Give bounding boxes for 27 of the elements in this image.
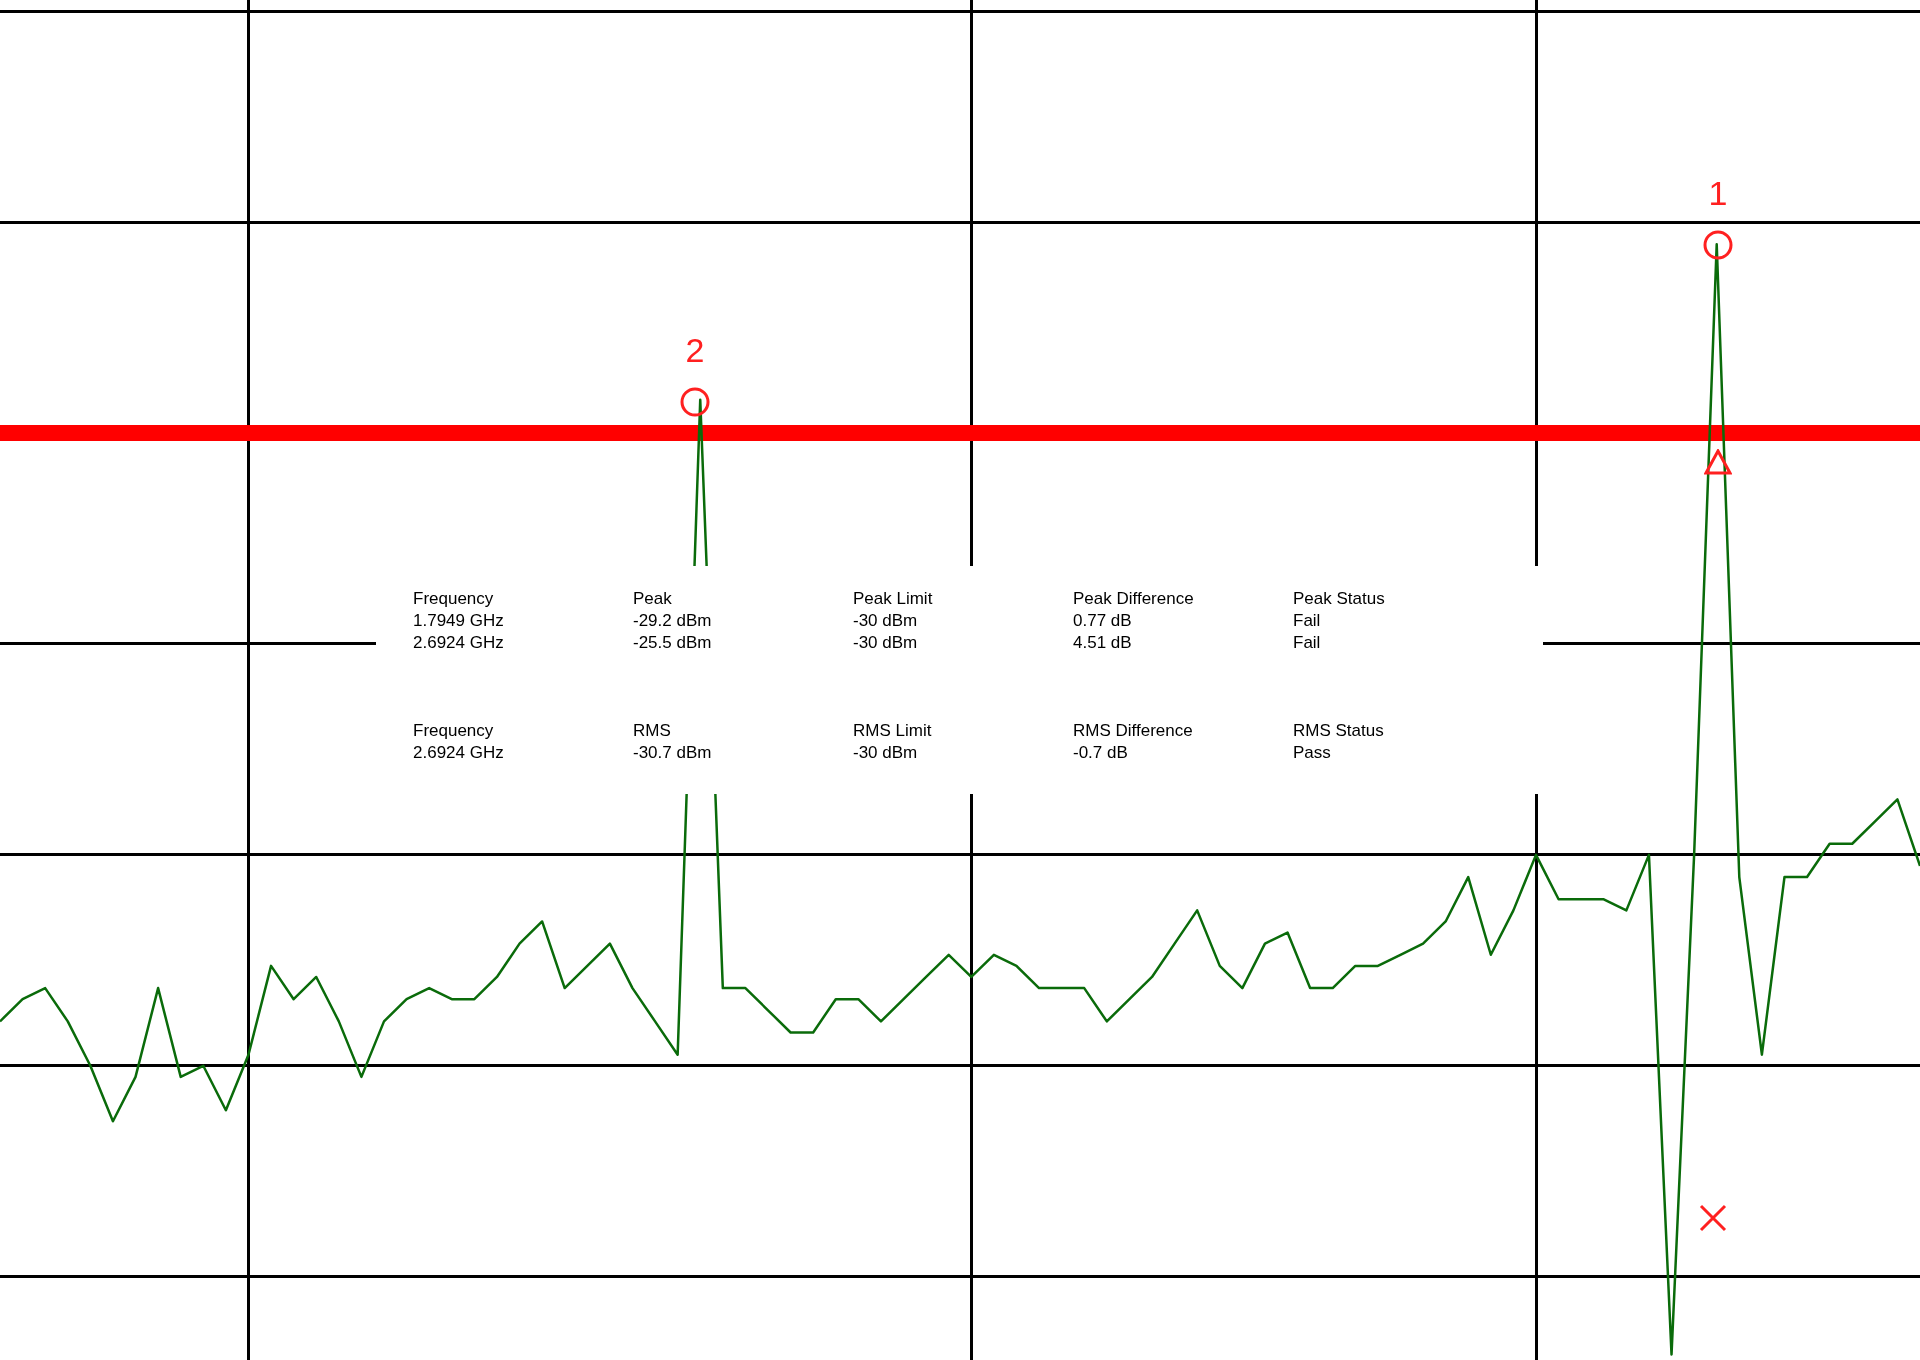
- annotation: Peak Difference: [1073, 588, 1194, 610]
- annotation: 2: [685, 331, 705, 369]
- annotation: -30 dBm: [853, 632, 918, 654]
- annotation: -0.7 dB: [1073, 742, 1128, 764]
- annotation: 2.6924 GHz: [413, 742, 504, 764]
- annotation: 0.77 dB: [1073, 610, 1132, 632]
- annotation: -30.7 dBm: [633, 742, 712, 764]
- annotation: RMS Status: [1293, 720, 1384, 742]
- annotation: Peak Status: [1293, 588, 1385, 610]
- annotation: 1.7949 GHz: [413, 610, 504, 632]
- annotation: RMS: [633, 720, 671, 742]
- annotation: Frequency: [413, 588, 494, 610]
- annotation: Peak: [633, 588, 672, 610]
- annotation: Frequency: [413, 720, 494, 742]
- annotation: -25.5 dBm: [633, 632, 712, 654]
- annotation: Fail: [1293, 632, 1321, 654]
- annotation: -30 dBm: [853, 610, 918, 632]
- annotation: -30 dBm: [853, 742, 918, 764]
- annotation: RMS Limit: [853, 720, 932, 742]
- annotation: 4.51 dB: [1073, 632, 1132, 654]
- annotation: -29.2 dBm: [633, 610, 712, 632]
- annotation: Peak Limit: [853, 588, 933, 610]
- annotation: RMS Difference: [1073, 720, 1193, 742]
- annotation: Fail: [1293, 610, 1321, 632]
- text: 1: [1708, 174, 1728, 212]
- annotation: 2.6924 GHz: [413, 632, 504, 654]
- annotation: Pass: [1293, 742, 1331, 764]
